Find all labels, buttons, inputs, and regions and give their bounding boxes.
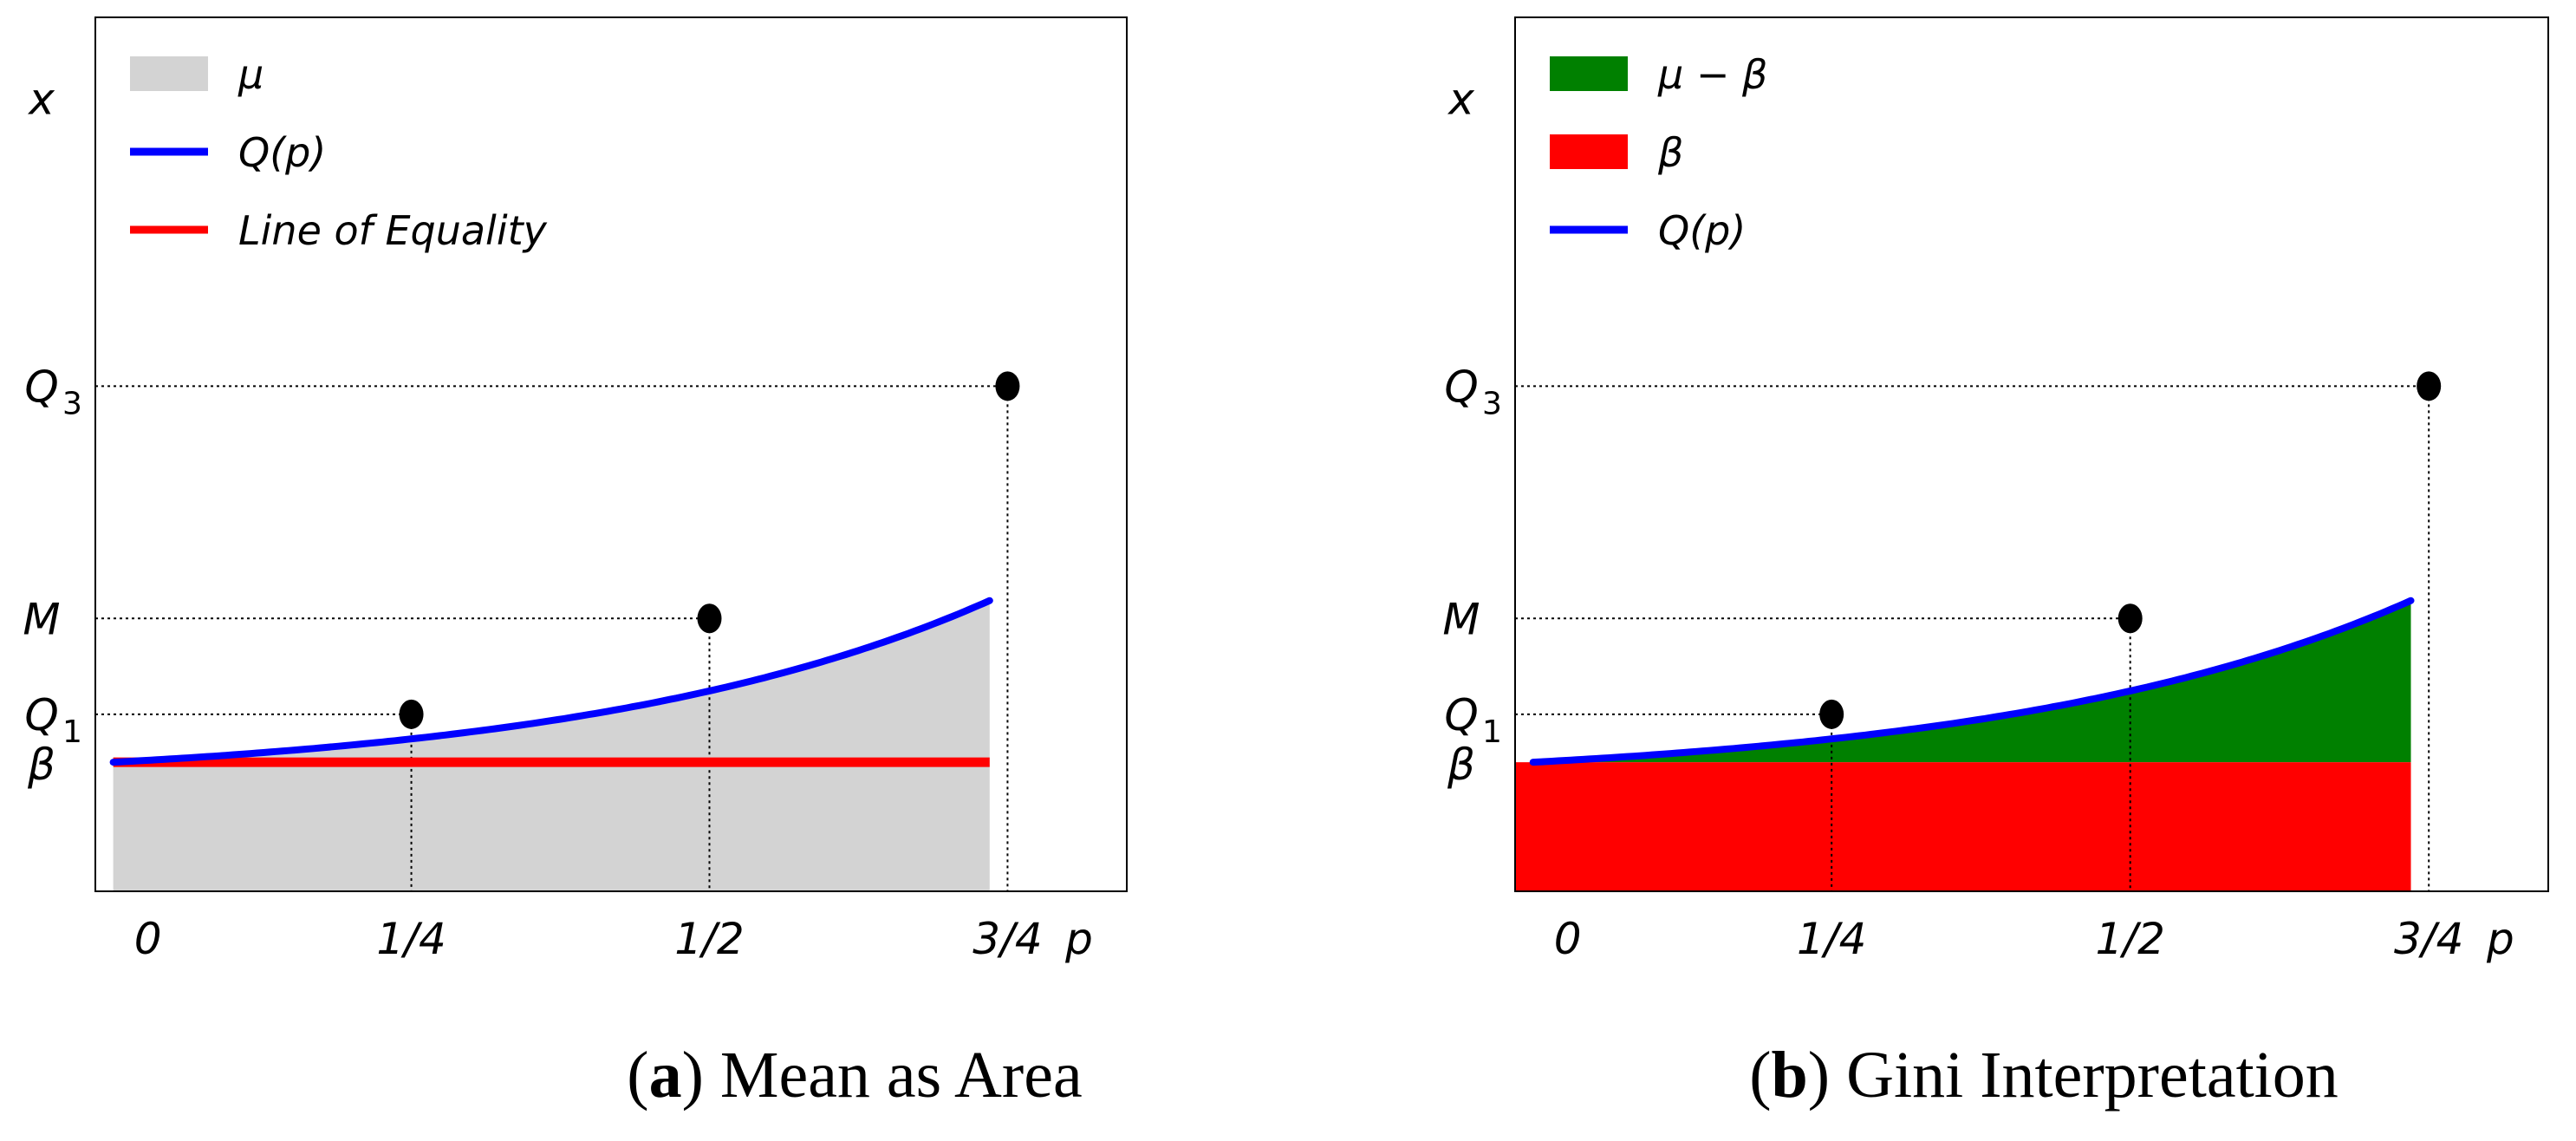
quantile-curve xyxy=(109,597,993,766)
caption-a: (a) Mean as Area xyxy=(291,1027,1418,1123)
y-tick-sub-q1: 1 xyxy=(1482,714,1502,750)
legend-label-1: Q(p) xyxy=(238,129,326,176)
caption-a-close: ) xyxy=(681,1039,704,1112)
y-tick-sub-q3: 3 xyxy=(1482,386,1502,421)
caption-a-open: ( xyxy=(627,1039,649,1112)
x-tick-label-3: 3/4 xyxy=(973,914,1042,964)
y-tick-label-beta: β xyxy=(1447,740,1475,790)
x-tick-label-4: p xyxy=(1064,914,1093,964)
y-tick-label-median: M xyxy=(23,594,60,644)
caption-b-letter: b xyxy=(1771,1039,1808,1112)
quartile-point-0 xyxy=(1819,699,1844,729)
x-tick-label-3: 3/4 xyxy=(2394,914,2463,964)
legend-label-1: β xyxy=(1657,129,1683,176)
chart-panel-b: 0 1/4 1/2 3/4 pβQ 1MQ 3x μ − ββQ(p) xyxy=(1442,16,2549,964)
legend-label-0: μ xyxy=(237,51,263,98)
y-tick-label-x: x xyxy=(27,75,55,125)
x-tick-label-0: 0 xyxy=(134,914,162,964)
beta-area xyxy=(1515,762,2411,891)
gini-area xyxy=(1532,600,2411,763)
y-tick-label-q1: Q xyxy=(1444,690,1478,740)
y-tick-label-q3: Q xyxy=(1444,362,1478,412)
y-tick-label-q3: Q xyxy=(24,362,58,412)
x-tick-label-2: 1/2 xyxy=(674,914,744,964)
y-tick-sub-q1: 1 xyxy=(62,714,82,750)
quartile-point-0 xyxy=(399,699,424,729)
chart-panel-a: 0 1/4 1/2 3/4 pβQ 1MQ 3x μQ(p)Line of Equality xyxy=(23,16,1128,964)
x-tick-label-2: 1/2 xyxy=(2095,914,2164,964)
caption-b-close: ) xyxy=(1807,1039,1831,1112)
caption-b-text: Gini Interpretation xyxy=(1830,1039,2339,1112)
caption-a-text: Mean as Area xyxy=(703,1039,1083,1112)
y-tick-label-q1: Q xyxy=(24,690,58,740)
y-tick-label-median: M xyxy=(1442,594,1480,644)
quartile-point-2 xyxy=(2417,371,2442,401)
legend-swatch-0 xyxy=(1550,56,1628,91)
x-tick-label-0: 0 xyxy=(1554,914,1582,964)
legend-swatch-0 xyxy=(130,56,208,91)
axes-frame xyxy=(94,16,1128,892)
quartile-point-2 xyxy=(995,371,1020,401)
caption-b: (b) Gini Interpretation xyxy=(1480,1027,2576,1123)
y-tick-sub-q3: 3 xyxy=(62,386,82,421)
caption-b-open: ( xyxy=(1749,1039,1772,1112)
mean-area xyxy=(113,600,990,891)
caption-a-letter: a xyxy=(648,1039,682,1112)
quantile-curve xyxy=(1529,597,2415,766)
quartile-point-1 xyxy=(697,603,722,634)
axes-frame xyxy=(1514,16,2549,892)
x-tick-label-4: p xyxy=(2486,914,2514,964)
x-tick-label-1: 1/4 xyxy=(1797,914,1866,964)
legend-label-0: μ − β xyxy=(1657,51,1767,98)
quartile-point-1 xyxy=(2117,603,2143,634)
legend-label-2: Q(p) xyxy=(1658,207,1746,254)
x-tick-label-1: 1/4 xyxy=(376,914,446,964)
legend-swatch-1 xyxy=(1550,134,1628,169)
legend-label-2: Line of Equality xyxy=(238,207,548,254)
y-tick-label-x: x xyxy=(1447,75,1474,125)
y-tick-label-beta: β xyxy=(27,740,55,790)
